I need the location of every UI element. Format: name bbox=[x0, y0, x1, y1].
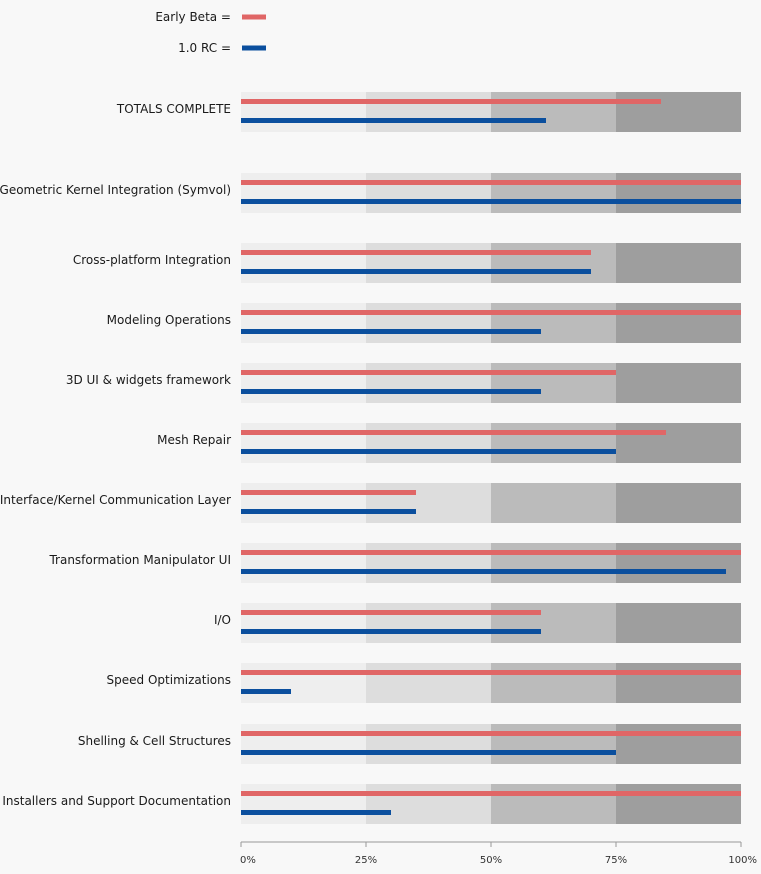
range-band bbox=[241, 423, 366, 463]
bar-early-beta bbox=[241, 99, 661, 104]
range-band bbox=[366, 784, 491, 824]
range-band bbox=[241, 363, 366, 403]
range-band bbox=[616, 423, 741, 463]
range-band bbox=[241, 663, 366, 703]
bar-early-beta bbox=[241, 370, 616, 375]
x-tick-label: 50% bbox=[480, 855, 502, 866]
range-band bbox=[366, 363, 491, 403]
range-band bbox=[241, 724, 366, 764]
category-label: Geometric Kernel Integration (Symvol) bbox=[0, 183, 231, 197]
x-tick-label: 25% bbox=[355, 855, 377, 866]
category-label: Modeling Operations bbox=[107, 313, 231, 327]
range-band bbox=[491, 423, 616, 463]
category-label: Cross-platform Integration bbox=[73, 253, 231, 267]
range-band bbox=[491, 603, 616, 643]
range-band bbox=[491, 363, 616, 403]
bar-rc bbox=[241, 449, 616, 454]
range-band bbox=[366, 724, 491, 764]
range-band bbox=[366, 173, 491, 213]
bar-rc bbox=[241, 269, 591, 274]
bar-rc bbox=[241, 750, 616, 755]
category-label: Speed Optimizations bbox=[107, 673, 231, 687]
category-label: Interface/Kernel Communication Layer bbox=[0, 493, 231, 507]
category-label: Shelling & Cell Structures bbox=[78, 734, 231, 748]
bar-early-beta bbox=[241, 670, 741, 675]
range-band bbox=[491, 724, 616, 764]
bar-early-beta bbox=[241, 430, 666, 435]
range-band bbox=[491, 483, 616, 523]
range-band bbox=[491, 543, 616, 583]
range-band bbox=[616, 303, 741, 343]
bar-early-beta bbox=[241, 180, 741, 185]
legend-swatch bbox=[242, 14, 266, 20]
range-band bbox=[616, 543, 741, 583]
bar-early-beta bbox=[241, 610, 541, 615]
legend-label: Early Beta = bbox=[155, 10, 231, 24]
bar-early-beta bbox=[241, 550, 741, 555]
range-band bbox=[366, 543, 491, 583]
bar-early-beta bbox=[241, 250, 591, 255]
category-label: 3D UI & widgets framework bbox=[66, 373, 231, 387]
bar-rc bbox=[241, 389, 541, 394]
range-band bbox=[366, 303, 491, 343]
range-band bbox=[366, 663, 491, 703]
range-band bbox=[616, 663, 741, 703]
range-band bbox=[241, 543, 366, 583]
range-band bbox=[616, 92, 741, 132]
range-band bbox=[616, 784, 741, 824]
bar-early-beta bbox=[241, 731, 741, 736]
bar-rc bbox=[241, 629, 541, 634]
range-band bbox=[491, 243, 616, 283]
range-band bbox=[616, 603, 741, 643]
legend-label: 1.0 RC = bbox=[178, 41, 231, 55]
x-tick-label: 75% bbox=[605, 855, 627, 866]
category-label: Mesh Repair bbox=[157, 433, 231, 447]
range-band bbox=[366, 243, 491, 283]
x-tick-label: 0% bbox=[240, 855, 256, 866]
category-label: TOTALS COMPLETE bbox=[116, 102, 231, 116]
range-band bbox=[491, 303, 616, 343]
range-band bbox=[616, 173, 741, 213]
range-band bbox=[616, 243, 741, 283]
range-band bbox=[491, 173, 616, 213]
range-band bbox=[616, 363, 741, 403]
bar-rc bbox=[241, 689, 291, 694]
range-band bbox=[491, 92, 616, 132]
range-band bbox=[241, 92, 366, 132]
bar-early-beta bbox=[241, 791, 741, 796]
range-band bbox=[366, 603, 491, 643]
category-label: I/O bbox=[214, 613, 231, 627]
bar-rc bbox=[241, 118, 546, 123]
bar-rc bbox=[241, 569, 726, 574]
range-band bbox=[241, 303, 366, 343]
bar-early-beta bbox=[241, 310, 741, 315]
range-band bbox=[616, 724, 741, 764]
category-label: Installers and Support Documentation bbox=[2, 794, 231, 808]
x-tick-label: 100% bbox=[728, 855, 757, 866]
range-band bbox=[241, 603, 366, 643]
range-band bbox=[491, 663, 616, 703]
bar-rc bbox=[241, 810, 391, 815]
range-band bbox=[491, 784, 616, 824]
legend-swatch bbox=[242, 45, 266, 51]
range-band bbox=[366, 483, 491, 523]
range-band bbox=[366, 423, 491, 463]
category-label: Transformation Manipulator UI bbox=[48, 553, 231, 567]
range-band bbox=[241, 784, 366, 824]
range-band bbox=[616, 483, 741, 523]
range-band bbox=[366, 92, 491, 132]
bar-rc bbox=[241, 509, 416, 514]
bar-early-beta bbox=[241, 490, 416, 495]
range-band bbox=[241, 483, 366, 523]
bar-rc bbox=[241, 329, 541, 334]
bar-rc bbox=[241, 199, 741, 204]
range-band bbox=[241, 243, 366, 283]
range-band bbox=[241, 173, 366, 213]
